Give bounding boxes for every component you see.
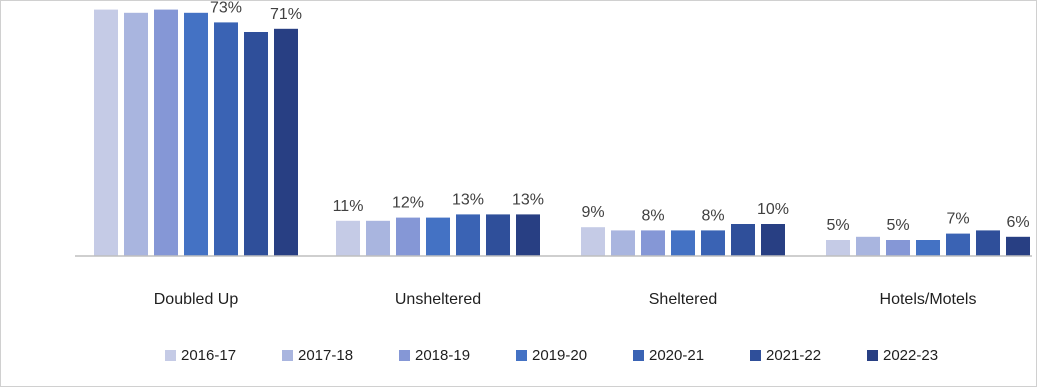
legend-label: 2021-22 (766, 347, 821, 364)
legend-swatch (282, 350, 293, 361)
data-label: 13% (452, 191, 484, 208)
legend-label: 2018-19 (415, 347, 470, 364)
bar-hotels-motels-2021-22 (976, 230, 1000, 256)
bar-hotels-motels-2018-19 (886, 240, 910, 256)
bar-doubled-up-2016-17 (94, 9, 118, 256)
legend-swatch (399, 350, 410, 361)
data-label: 7% (946, 211, 969, 228)
bar-sheltered-2018-19 (641, 230, 665, 256)
category-labels-layer: Doubled Up Unsheltered Sheltered Hotels/Mot… (154, 291, 977, 308)
bar-unsheltered-2021-22 (486, 214, 510, 256)
data-label: 10% (757, 201, 789, 218)
legend-label: 2022-23 (883, 347, 938, 364)
bar-unsheltered-2020-21 (456, 214, 480, 256)
data-label: 5% (826, 217, 849, 234)
bar-sheltered-2020-21 (701, 230, 725, 256)
bars-layer (94, 9, 1030, 257)
category-label: Doubled Up (154, 291, 239, 308)
legend-label: 2017-18 (298, 347, 353, 364)
data-label: 71% (270, 6, 302, 23)
data-label: 12% (392, 195, 424, 212)
data-labels-layer: 77% 77% 73% 71% 11% 12% 13% 13% 9% 8% 8% 10% 5% 5% 7% 6… (90, 0, 1030, 234)
data-label: 11% (333, 198, 364, 215)
legend-swatch (867, 350, 878, 361)
bar-sheltered-2017-18 (611, 230, 635, 256)
legend-swatch (750, 350, 761, 361)
data-label: 77% (150, 0, 182, 4)
bar-hotels-motels-2019-20 (916, 240, 940, 256)
bar-unsheltered-2019-20 (426, 217, 450, 256)
bar-unsheltered-2018-19 (396, 217, 420, 256)
data-label: 77% (90, 0, 122, 4)
bar-hotels-motels-2022-23 (1006, 236, 1030, 256)
bar-doubled-up-2020-21 (214, 22, 238, 257)
bar-sheltered-2016-17 (581, 227, 605, 256)
category-label: Unsheltered (395, 291, 481, 308)
bar-unsheltered-2017-18 (366, 220, 390, 256)
bar-doubled-up-2019-20 (184, 12, 208, 256)
category-label: Hotels/Motels (880, 291, 977, 308)
bar-hotels-motels-2020-21 (946, 233, 970, 256)
data-label: 73% (210, 0, 242, 16)
bar-hotels-motels-2017-18 (856, 236, 880, 256)
bar-doubled-up-2022-23 (274, 28, 298, 256)
legend-label: 2016-17 (181, 347, 236, 364)
bar-sheltered-2021-22 (731, 224, 755, 256)
bar-unsheltered-2022-23 (516, 214, 540, 256)
legend: 2016-17 2017-18 2018-19 2019-20 2020-21 2021-… (165, 347, 938, 364)
legend-label: 2019-20 (532, 347, 587, 364)
legend-label: 2020-21 (649, 347, 704, 364)
bar-hotels-motels-2016-17 (826, 240, 850, 256)
bar-doubled-up-2021-22 (244, 32, 268, 256)
bar-sheltered-2019-20 (671, 230, 695, 256)
bar-doubled-up-2018-19 (154, 9, 178, 256)
data-label: 13% (512, 191, 544, 208)
bar-doubled-up-2017-18 (124, 12, 148, 256)
legend-swatch (633, 350, 644, 361)
bar-sheltered-2022-23 (761, 224, 785, 256)
data-label: 8% (701, 207, 724, 224)
legend-swatch (165, 350, 176, 361)
data-label: 5% (886, 217, 909, 234)
category-label: Sheltered (649, 291, 718, 308)
legend-swatch (516, 350, 527, 361)
data-label: 9% (581, 204, 604, 221)
bar-unsheltered-2016-17 (336, 220, 360, 256)
data-label: 8% (641, 207, 664, 224)
data-label: 6% (1006, 214, 1029, 231)
